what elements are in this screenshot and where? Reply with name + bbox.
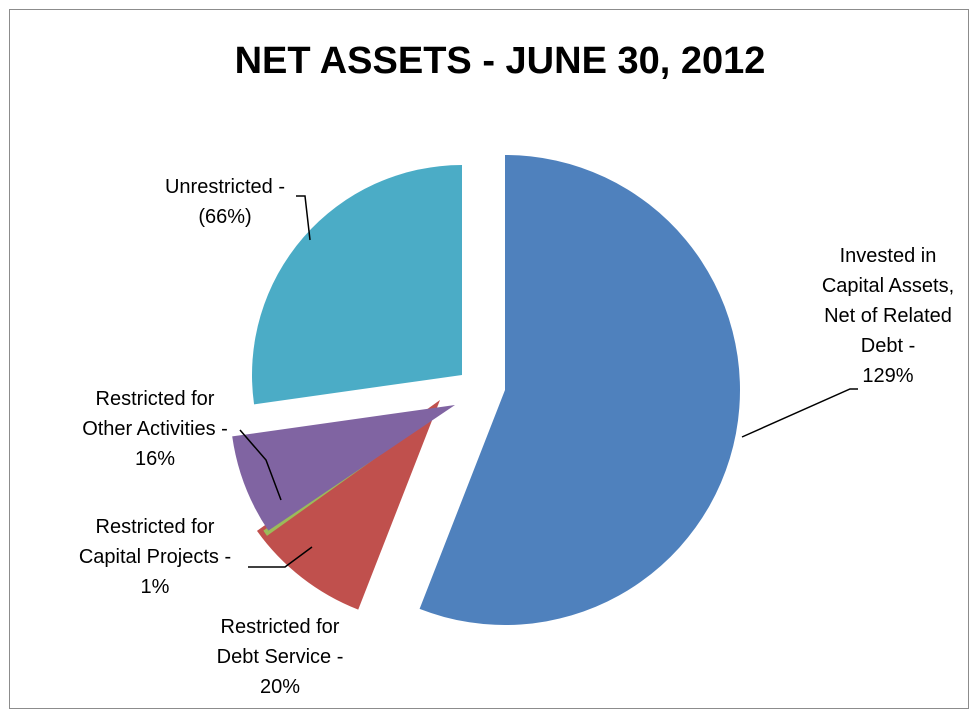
- slice-label-4: Unrestricted - (66%): [165, 176, 285, 228]
- slice-label-line: Invested in: [840, 245, 937, 267]
- slice-label-line: Restricted for: [221, 616, 340, 638]
- leader-line-4: [296, 195, 311, 241]
- slice-label-1: Restricted for Debt Service - 20%: [217, 616, 344, 698]
- slice-label-line: 1%: [141, 576, 170, 598]
- leader-line-2: [248, 546, 313, 568]
- slice-label-line: Debt Service -: [217, 646, 344, 668]
- slice-label-line: Restricted for: [96, 516, 215, 538]
- slice-label-line: 16%: [135, 448, 175, 470]
- slice-label-3: Restricted for Other Activities - 16%: [82, 388, 228, 470]
- slice-label-line: (66%): [198, 206, 251, 228]
- pie-slice-1: [256, 400, 440, 610]
- leader-line-3: [239, 429, 282, 501]
- slice-label-line: Other Activities -: [82, 418, 228, 440]
- pie-slice-3: [232, 405, 455, 531]
- chart-title: NET ASSETS - JUNE 30, 2012: [235, 40, 766, 82]
- leader-line-0: [741, 388, 858, 438]
- slice-label-line: Capital Projects -: [79, 546, 231, 568]
- slice-label-line: Capital Assets,: [822, 275, 954, 297]
- slice-label-line: 20%: [260, 676, 300, 698]
- slice-label-line: Debt -: [861, 335, 915, 357]
- pie-slice-0: [419, 155, 740, 625]
- slice-label-line: Unrestricted -: [165, 176, 285, 198]
- slice-label-2: Restricted for Capital Projects - 1%: [79, 516, 231, 598]
- slice-label-line: Net of Related: [824, 305, 952, 327]
- slice-label-line: Restricted for: [96, 388, 215, 410]
- slice-label-line: 129%: [862, 365, 913, 387]
- slice-label-0: Invested in Capital Assets, Net of Related…: [822, 245, 954, 387]
- pie-slice-4: [252, 165, 462, 405]
